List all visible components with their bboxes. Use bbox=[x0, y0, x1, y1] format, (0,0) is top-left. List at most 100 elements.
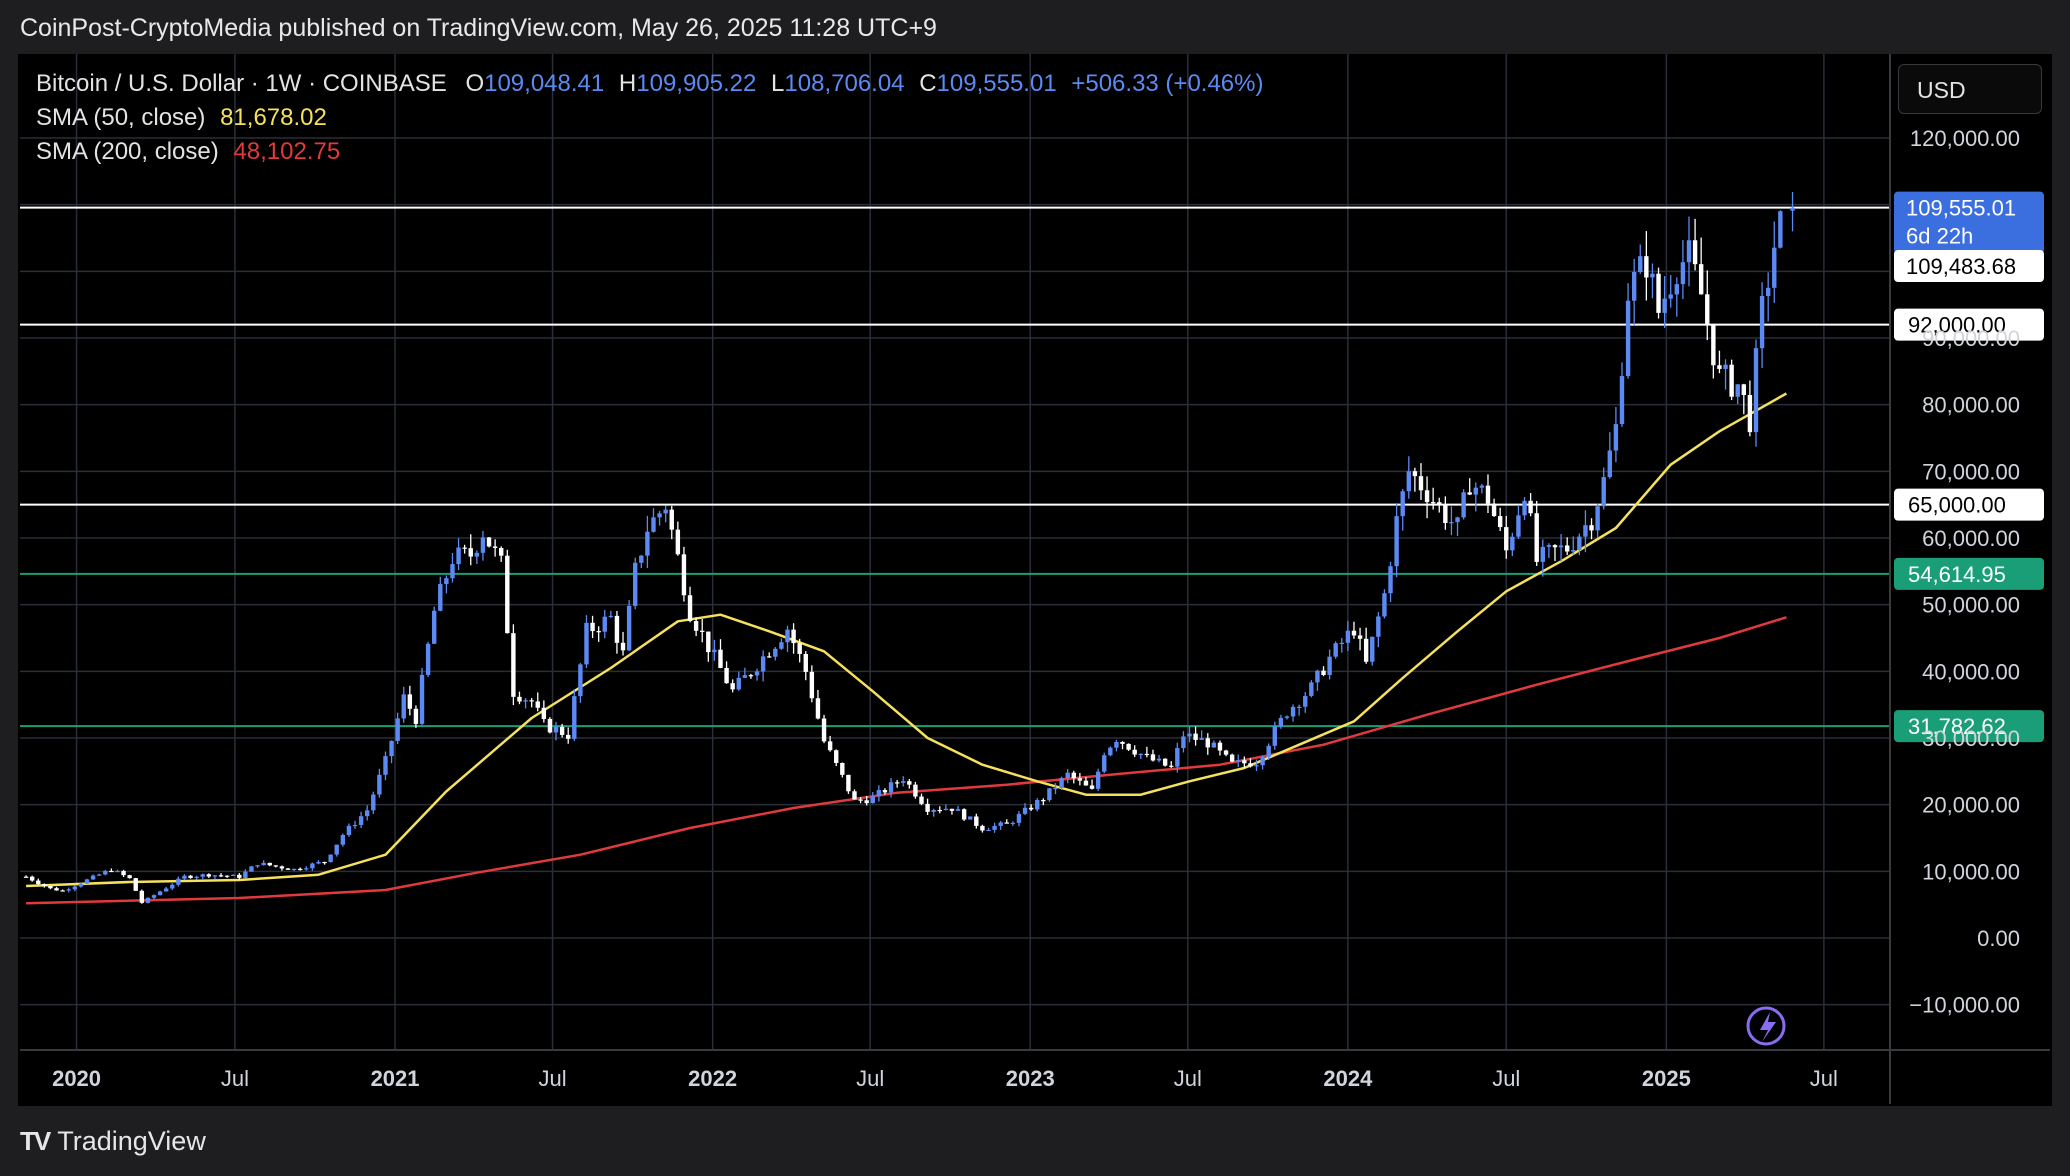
y-tick-label: 20,000.00 bbox=[1922, 793, 2020, 818]
candle-body bbox=[961, 809, 967, 820]
candle-body bbox=[407, 694, 413, 709]
candle-body bbox=[206, 874, 212, 877]
candle-body bbox=[1583, 525, 1588, 537]
candle-body bbox=[1711, 323, 1716, 366]
candle-body bbox=[1150, 754, 1156, 761]
candle-body bbox=[1546, 545, 1552, 547]
candle-body bbox=[1199, 738, 1204, 740]
symbol-label[interactable]: Bitcoin / U.S. Dollar · 1W · COINBASE bbox=[36, 70, 447, 97]
candle-body bbox=[1059, 778, 1064, 789]
candle-body bbox=[1601, 477, 1606, 507]
candle-body bbox=[1680, 262, 1686, 285]
tradingview-logo[interactable]: TV TradingView bbox=[20, 1126, 206, 1157]
candle-body bbox=[1223, 750, 1229, 755]
candle-body bbox=[72, 886, 78, 890]
candle-body bbox=[1552, 545, 1558, 548]
grid bbox=[20, 54, 1890, 1050]
legend-sma200[interactable]: SMA (200, close) 48,102.75 bbox=[36, 138, 340, 166]
candle-body bbox=[1120, 741, 1125, 744]
candle-body bbox=[767, 656, 772, 658]
y-tick-label: 90,000.00 bbox=[1922, 326, 2020, 351]
candle-body bbox=[1625, 300, 1631, 377]
candle-body bbox=[1516, 515, 1521, 537]
price-tag-value: 109,555.01 bbox=[1906, 196, 2016, 221]
candle-body bbox=[1229, 754, 1235, 762]
candle-body bbox=[614, 615, 620, 643]
candle-body bbox=[1162, 758, 1168, 766]
candle-body bbox=[1491, 503, 1497, 517]
candle-body bbox=[230, 874, 236, 876]
y-tick-label: −10,000.00 bbox=[1909, 993, 2020, 1018]
candle-body bbox=[1193, 733, 1198, 740]
candle-body bbox=[1181, 736, 1186, 749]
candle-body bbox=[626, 605, 632, 651]
candle-body bbox=[760, 656, 766, 672]
candle-body bbox=[1485, 485, 1491, 504]
candle-body bbox=[1534, 513, 1539, 562]
candle-body bbox=[1363, 638, 1369, 662]
candle-body bbox=[736, 677, 741, 690]
candle-body bbox=[700, 630, 705, 632]
candle-body bbox=[1723, 364, 1728, 369]
candle-body bbox=[584, 622, 589, 665]
publish-info: CoinPost-CryptoMedia published on Tradin… bbox=[20, 14, 937, 42]
level-tag bbox=[1894, 308, 2044, 341]
candle-body bbox=[858, 799, 863, 801]
candle-body bbox=[712, 649, 717, 653]
candle-body bbox=[340, 835, 346, 845]
y-tick-label: 120,000.00 bbox=[1910, 126, 2020, 151]
candle-body bbox=[1729, 364, 1734, 397]
candle-body bbox=[1339, 642, 1344, 645]
candle-body bbox=[1035, 800, 1040, 810]
candle-body bbox=[1540, 546, 1546, 562]
price-tag-countdown: 6d 22h bbox=[1906, 224, 1973, 249]
candle-body bbox=[955, 809, 961, 811]
open-key: O bbox=[465, 70, 485, 97]
candle-body bbox=[590, 622, 595, 632]
candle-body bbox=[419, 674, 425, 724]
prev-price-tag-value: 109,483.68 bbox=[1906, 254, 2016, 279]
candle-body bbox=[1497, 516, 1503, 528]
x-tick-label: Jul bbox=[1174, 1066, 1202, 1091]
candle-body bbox=[1461, 492, 1466, 518]
candle-body bbox=[840, 762, 845, 775]
close-value: 109,555.01 bbox=[936, 70, 1057, 97]
candle-body bbox=[888, 782, 894, 793]
candle-body bbox=[273, 865, 279, 867]
candle-body bbox=[1175, 748, 1180, 767]
candle-body bbox=[450, 564, 455, 579]
candle-body bbox=[651, 517, 656, 532]
chart-frame[interactable] bbox=[18, 54, 2052, 1106]
legend-sma50[interactable]: SMA (50, close) 81,678.02 bbox=[36, 104, 327, 132]
candle-body bbox=[1479, 485, 1485, 488]
candle-body bbox=[395, 718, 400, 741]
candle-body bbox=[1382, 593, 1387, 617]
candle-body bbox=[1753, 348, 1759, 433]
candle-body bbox=[23, 876, 29, 878]
candle-body bbox=[1333, 643, 1338, 657]
candle-body bbox=[1473, 487, 1478, 495]
level-tag-label: 65,000.00 bbox=[1908, 493, 2006, 518]
high-value: 109,905.22 bbox=[636, 70, 757, 97]
candle-body bbox=[54, 888, 59, 891]
candle-body bbox=[1595, 506, 1600, 531]
lightning-icon-ring bbox=[1746, 1006, 1786, 1046]
candle-body bbox=[1717, 365, 1722, 369]
candle-body bbox=[1290, 706, 1296, 717]
candle-body bbox=[1388, 566, 1393, 594]
candle-body bbox=[706, 631, 711, 653]
candle-body bbox=[109, 870, 114, 873]
currency-button[interactable]: USD bbox=[1898, 64, 2042, 114]
y-tick-label: 0.00 bbox=[1977, 926, 2020, 951]
candle-body bbox=[127, 875, 132, 879]
candle-body bbox=[894, 782, 900, 784]
candle-body bbox=[1242, 760, 1247, 764]
candle-body bbox=[578, 664, 583, 697]
candle-body bbox=[1284, 716, 1290, 718]
candle-body bbox=[1138, 753, 1143, 756]
candle-body bbox=[1564, 545, 1570, 552]
candle-body bbox=[846, 774, 851, 792]
prev-price-tag bbox=[1894, 250, 2044, 282]
legend-ohlc: Bitcoin / U.S. Dollar · 1W · COINBASE O 1… bbox=[36, 70, 1263, 98]
